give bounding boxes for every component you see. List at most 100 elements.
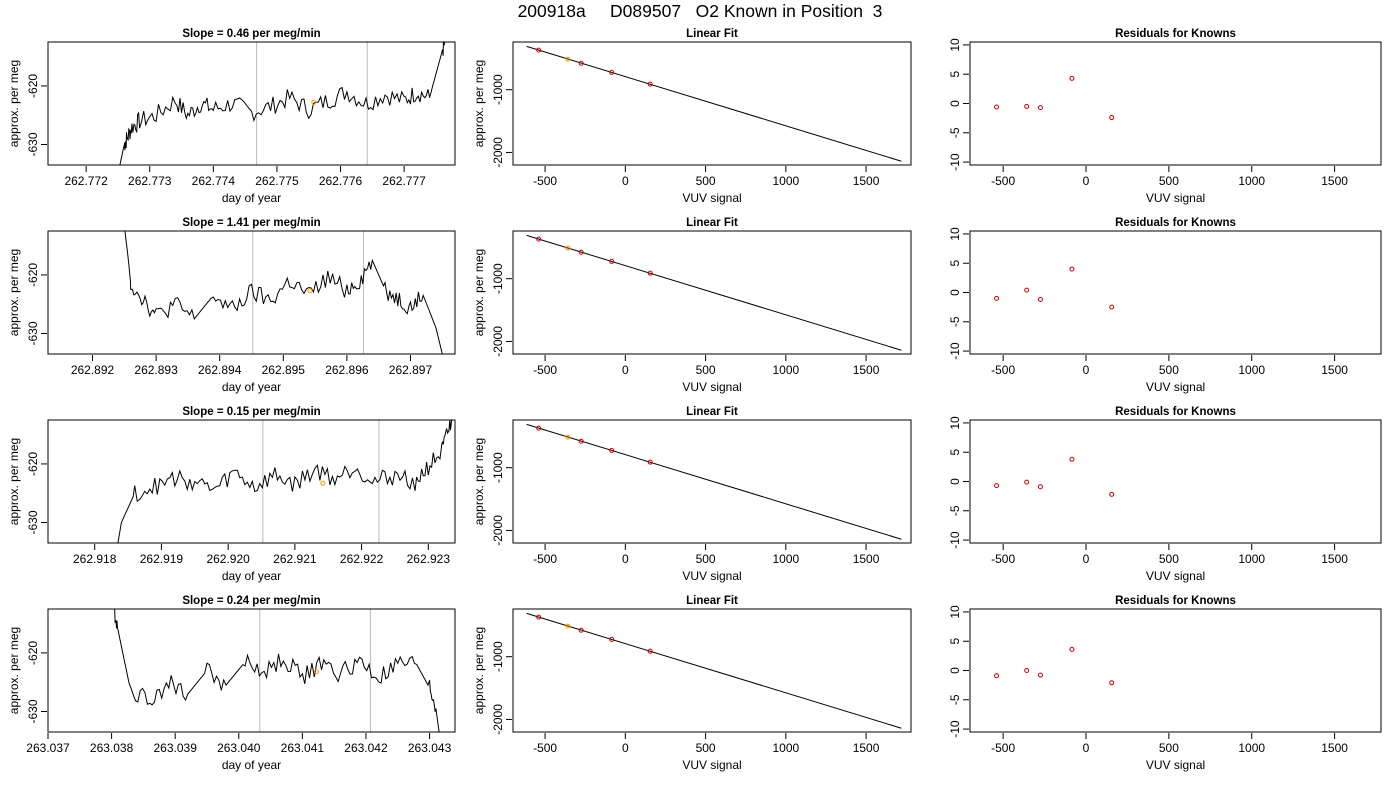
x-tick-label: 262.896: [325, 363, 369, 377]
panel-title: Linear Fit: [686, 28, 738, 40]
x-tick-label: 262.772: [64, 174, 108, 188]
x-axis-label: day of year: [222, 758, 281, 772]
data-point: [536, 614, 542, 620]
x-tick-label: 262.922: [340, 552, 384, 566]
x-tick-label: 262.893: [134, 363, 178, 377]
data-point: [1109, 304, 1115, 310]
y-tick-label: -10: [948, 720, 962, 738]
panel-frame: [47, 419, 456, 544]
y-axis-label: approx. per meg: [7, 627, 21, 714]
panel-timeseries-row-3: Slope = 0.15 per meg/min 262.918 262.919 26…: [7, 406, 456, 583]
panel-timeseries-row-4: Slope = 0.24 per meg/min 263.037 263.038 26…: [7, 595, 456, 772]
series-line: [117, 420, 453, 543]
y-tick-label: -630: [26, 699, 40, 723]
x-tick-label: 262.777: [382, 174, 426, 188]
x-tick-label: 262.918: [73, 552, 117, 566]
x-tick-label: 262.775: [255, 174, 299, 188]
plot-area: [114, 609, 440, 732]
y-tick-label: -10: [948, 531, 962, 549]
x-tick-label: 262.897: [389, 363, 433, 377]
x-tick-label: 262.892: [71, 363, 115, 377]
data-point: [1069, 75, 1075, 81]
x-tick-label: -500: [991, 741, 1015, 755]
fit-line: [526, 612, 902, 729]
data-point: [1024, 479, 1030, 485]
x-axis-label: VUV signal: [682, 758, 741, 772]
panel-title: Slope = 0.15 per meg/min: [182, 406, 320, 418]
y-tick-label: 10: [948, 605, 962, 619]
data-point: [1069, 456, 1075, 462]
data-point: [1109, 491, 1115, 497]
x-tick-label: 500: [1159, 174, 1179, 188]
x-tick-label: 262.923: [407, 552, 451, 566]
panel-frame: [969, 608, 1382, 733]
x-tick-label: 1000: [772, 741, 799, 755]
panel-title: Residuals for Knowns: [1115, 595, 1236, 607]
x-tick-label: 1500: [1321, 552, 1348, 566]
y-axis-label: approx. per meg: [7, 438, 21, 525]
x-tick-label: 262.921: [273, 552, 317, 566]
x-tick-label: 0: [622, 363, 629, 377]
data-point: [1037, 484, 1043, 490]
x-tick-label: 0: [1083, 741, 1090, 755]
panel-timeseries-row-2: Slope = 1.41 per meg/min 262.892 262.893 26…: [7, 217, 456, 394]
x-tick-label: 263.041: [281, 741, 325, 755]
x-tick-label: -500: [533, 363, 557, 377]
x-tick-label: 500: [696, 363, 716, 377]
y-tick-label: 0: [948, 478, 962, 485]
y-tick-label: -5: [948, 694, 962, 705]
x-tick-label: 263.038: [90, 741, 134, 755]
x-tick-label: 500: [696, 552, 716, 566]
x-axis-label: VUV signal: [682, 380, 741, 394]
plot-area: [526, 234, 902, 351]
y-tick-label: -630: [26, 510, 40, 534]
x-tick-label: 1500: [853, 741, 880, 755]
y-tick-label: 5: [948, 638, 962, 645]
y-tick-label: -630: [26, 132, 40, 156]
x-tick-label: 500: [1159, 552, 1179, 566]
x-tick-label: 262.920: [206, 552, 250, 566]
x-tick-label: 263.043: [408, 741, 452, 755]
data-point: [565, 56, 571, 62]
y-tick-label: -2000: [491, 704, 505, 735]
y-tick-label: 10: [948, 38, 962, 52]
x-tick-label: 1500: [853, 363, 880, 377]
x-tick-label: 263.042: [344, 741, 388, 755]
data-point: [647, 459, 653, 465]
x-tick-label: 1000: [1238, 552, 1265, 566]
data-point: [647, 270, 653, 276]
y-tick-label: 0: [948, 667, 962, 674]
panel-title: Linear Fit: [686, 595, 738, 607]
fit-line: [526, 45, 902, 162]
data-point: [565, 623, 571, 629]
y-tick-label: -620: [26, 641, 40, 665]
x-tick-label: 263.040: [217, 741, 261, 755]
y-tick-label: -630: [26, 321, 40, 345]
data-point: [578, 249, 584, 255]
panel-frame: [47, 608, 456, 733]
y-tick-label: -5: [948, 127, 962, 138]
y-tick-label: 0: [948, 100, 962, 107]
x-tick-label: 500: [1159, 741, 1179, 755]
y-tick-label: -1000: [491, 641, 505, 672]
data-point: [313, 669, 319, 675]
x-axis-label: VUV signal: [682, 191, 741, 205]
panel-title: Slope = 0.46 per meg/min: [182, 28, 320, 40]
data-point: [578, 438, 584, 444]
x-tick-label: 0: [622, 741, 629, 755]
y-tick-label: -2000: [491, 137, 505, 168]
x-tick-label: 1500: [853, 552, 880, 566]
data-point: [536, 47, 542, 53]
data-point: [994, 104, 1000, 110]
data-point: [1024, 668, 1030, 673]
x-tick-label: -500: [991, 174, 1015, 188]
y-tick-label: -620: [26, 263, 40, 287]
panel-title: Residuals for Knowns: [1115, 217, 1236, 229]
data-point: [578, 627, 584, 633]
panel-linear-fit-row-1: Linear Fit -500 0 500 1000 1500 VUV signal -100…: [472, 28, 912, 205]
data-point: [1037, 105, 1043, 111]
y-axis-label: approx. per meg: [472, 60, 486, 147]
y-tick-label: -2000: [491, 515, 505, 546]
